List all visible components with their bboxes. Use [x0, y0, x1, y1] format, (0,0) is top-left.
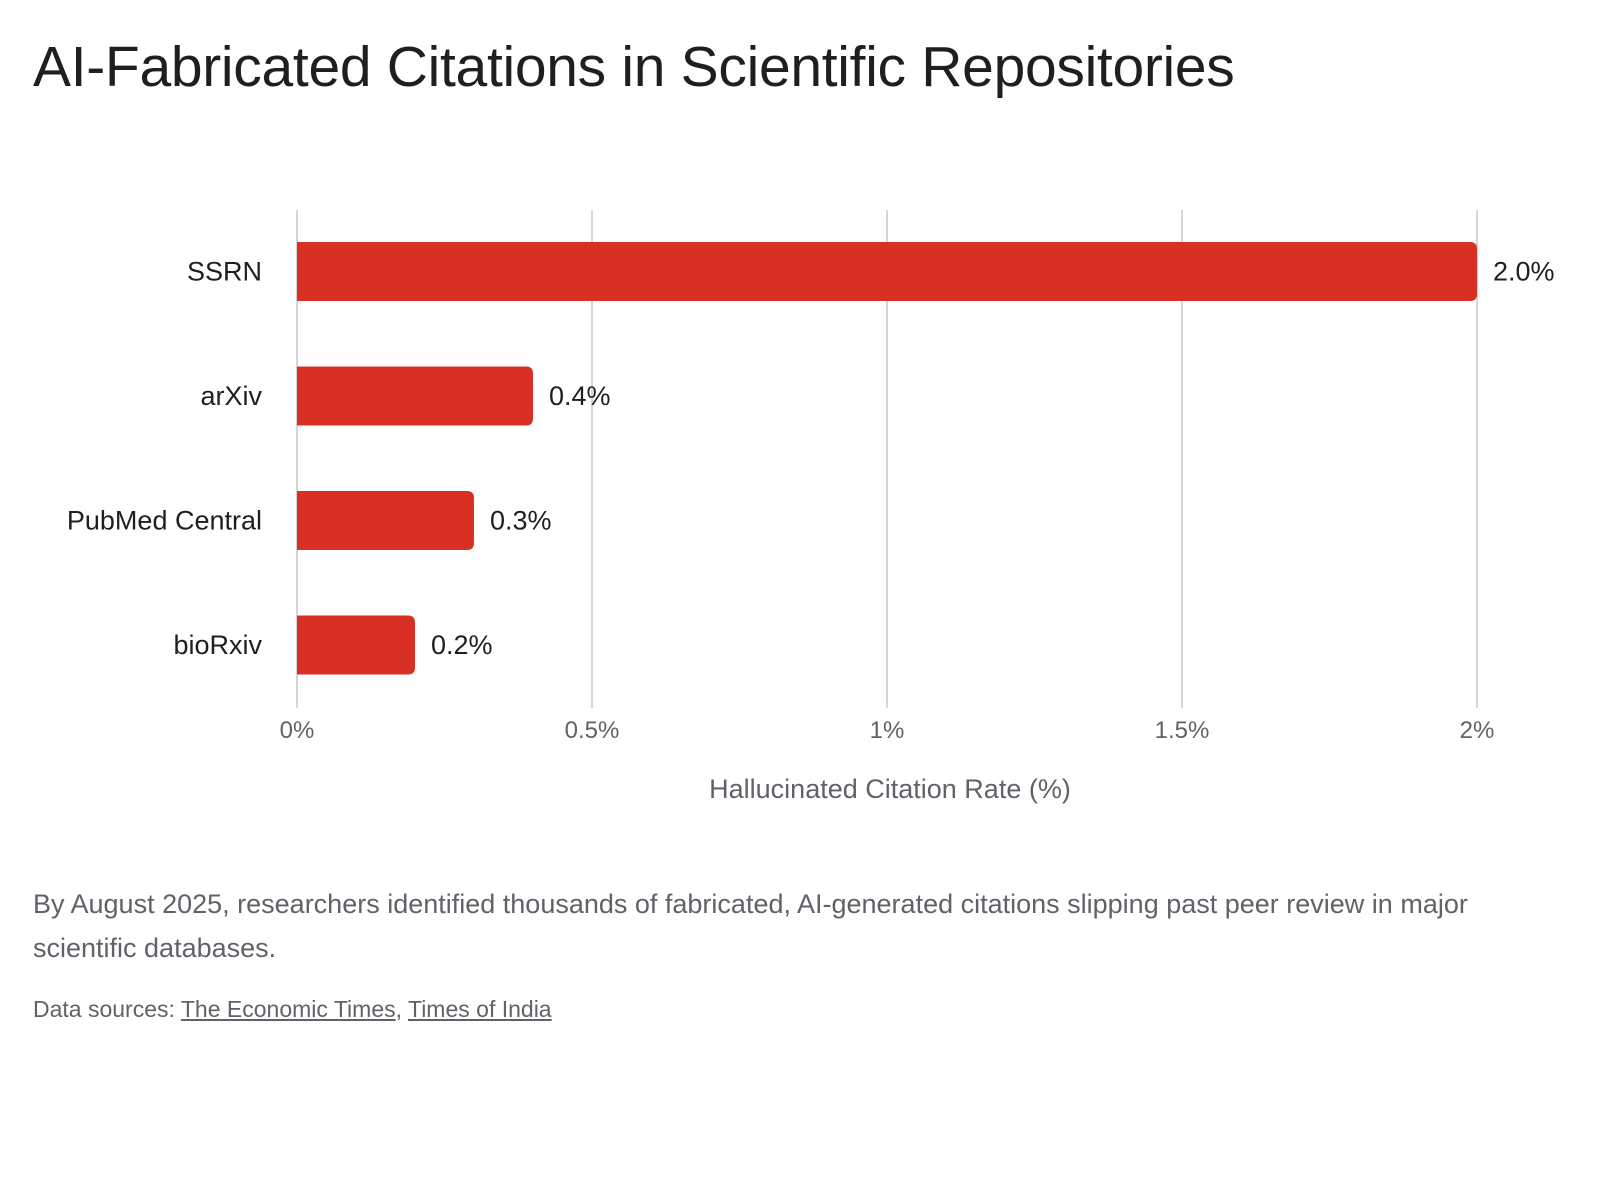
bar-value-label: 0.3%: [490, 506, 552, 536]
y-category-label: bioRxiv: [173, 630, 262, 660]
y-category-label: arXiv: [200, 381, 262, 411]
label-layer: 0% 0.5% 1% 1.5% 2% SSRN 2.0% arXiv 0.4% PubMed Ce…: [67, 257, 1555, 745]
x-tick-label: 1.5%: [1155, 717, 1210, 744]
sources-separator: ,: [395, 996, 408, 1022]
chart-caption: By August 2025, researchers identified t…: [33, 889, 1468, 963]
bar-value-label: 0.2%: [431, 630, 493, 660]
y-category-label: SSRN: [187, 257, 262, 287]
data-sources: Data sources: The Economic Times, Times …: [33, 996, 552, 1023]
sources-prefix: Data sources:: [33, 996, 181, 1022]
bar-value-label: 0.4%: [549, 381, 611, 411]
bar: [297, 615, 415, 675]
bar: [297, 242, 1477, 301]
bar-value-label: 2.0%: [1493, 257, 1555, 287]
x-axis-title: Hallucinated Citation Rate (%): [709, 774, 1071, 804]
bar-chart: 0% 0.5% 1% 1.5% 2% SSRN 2.0% arXiv 0.4% PubMed Ce…: [67, 210, 1555, 804]
x-tick-label: 0%: [280, 717, 315, 744]
chart-title: AI-Fabricated Citations in Scientific Re…: [33, 35, 1235, 99]
source-link-economic-times[interactable]: The Economic Times: [180, 996, 396, 1022]
x-tick-label: 2%: [1460, 717, 1495, 744]
y-category-label: PubMed Central: [67, 506, 262, 536]
source-link-times-of-india[interactable]: Times of India: [408, 996, 552, 1022]
bar-layer: [297, 242, 1477, 675]
x-tick-label: 1%: [870, 717, 905, 744]
bar: [297, 491, 474, 550]
x-tick-label: 0.5%: [565, 717, 620, 744]
bar: [297, 366, 533, 426]
